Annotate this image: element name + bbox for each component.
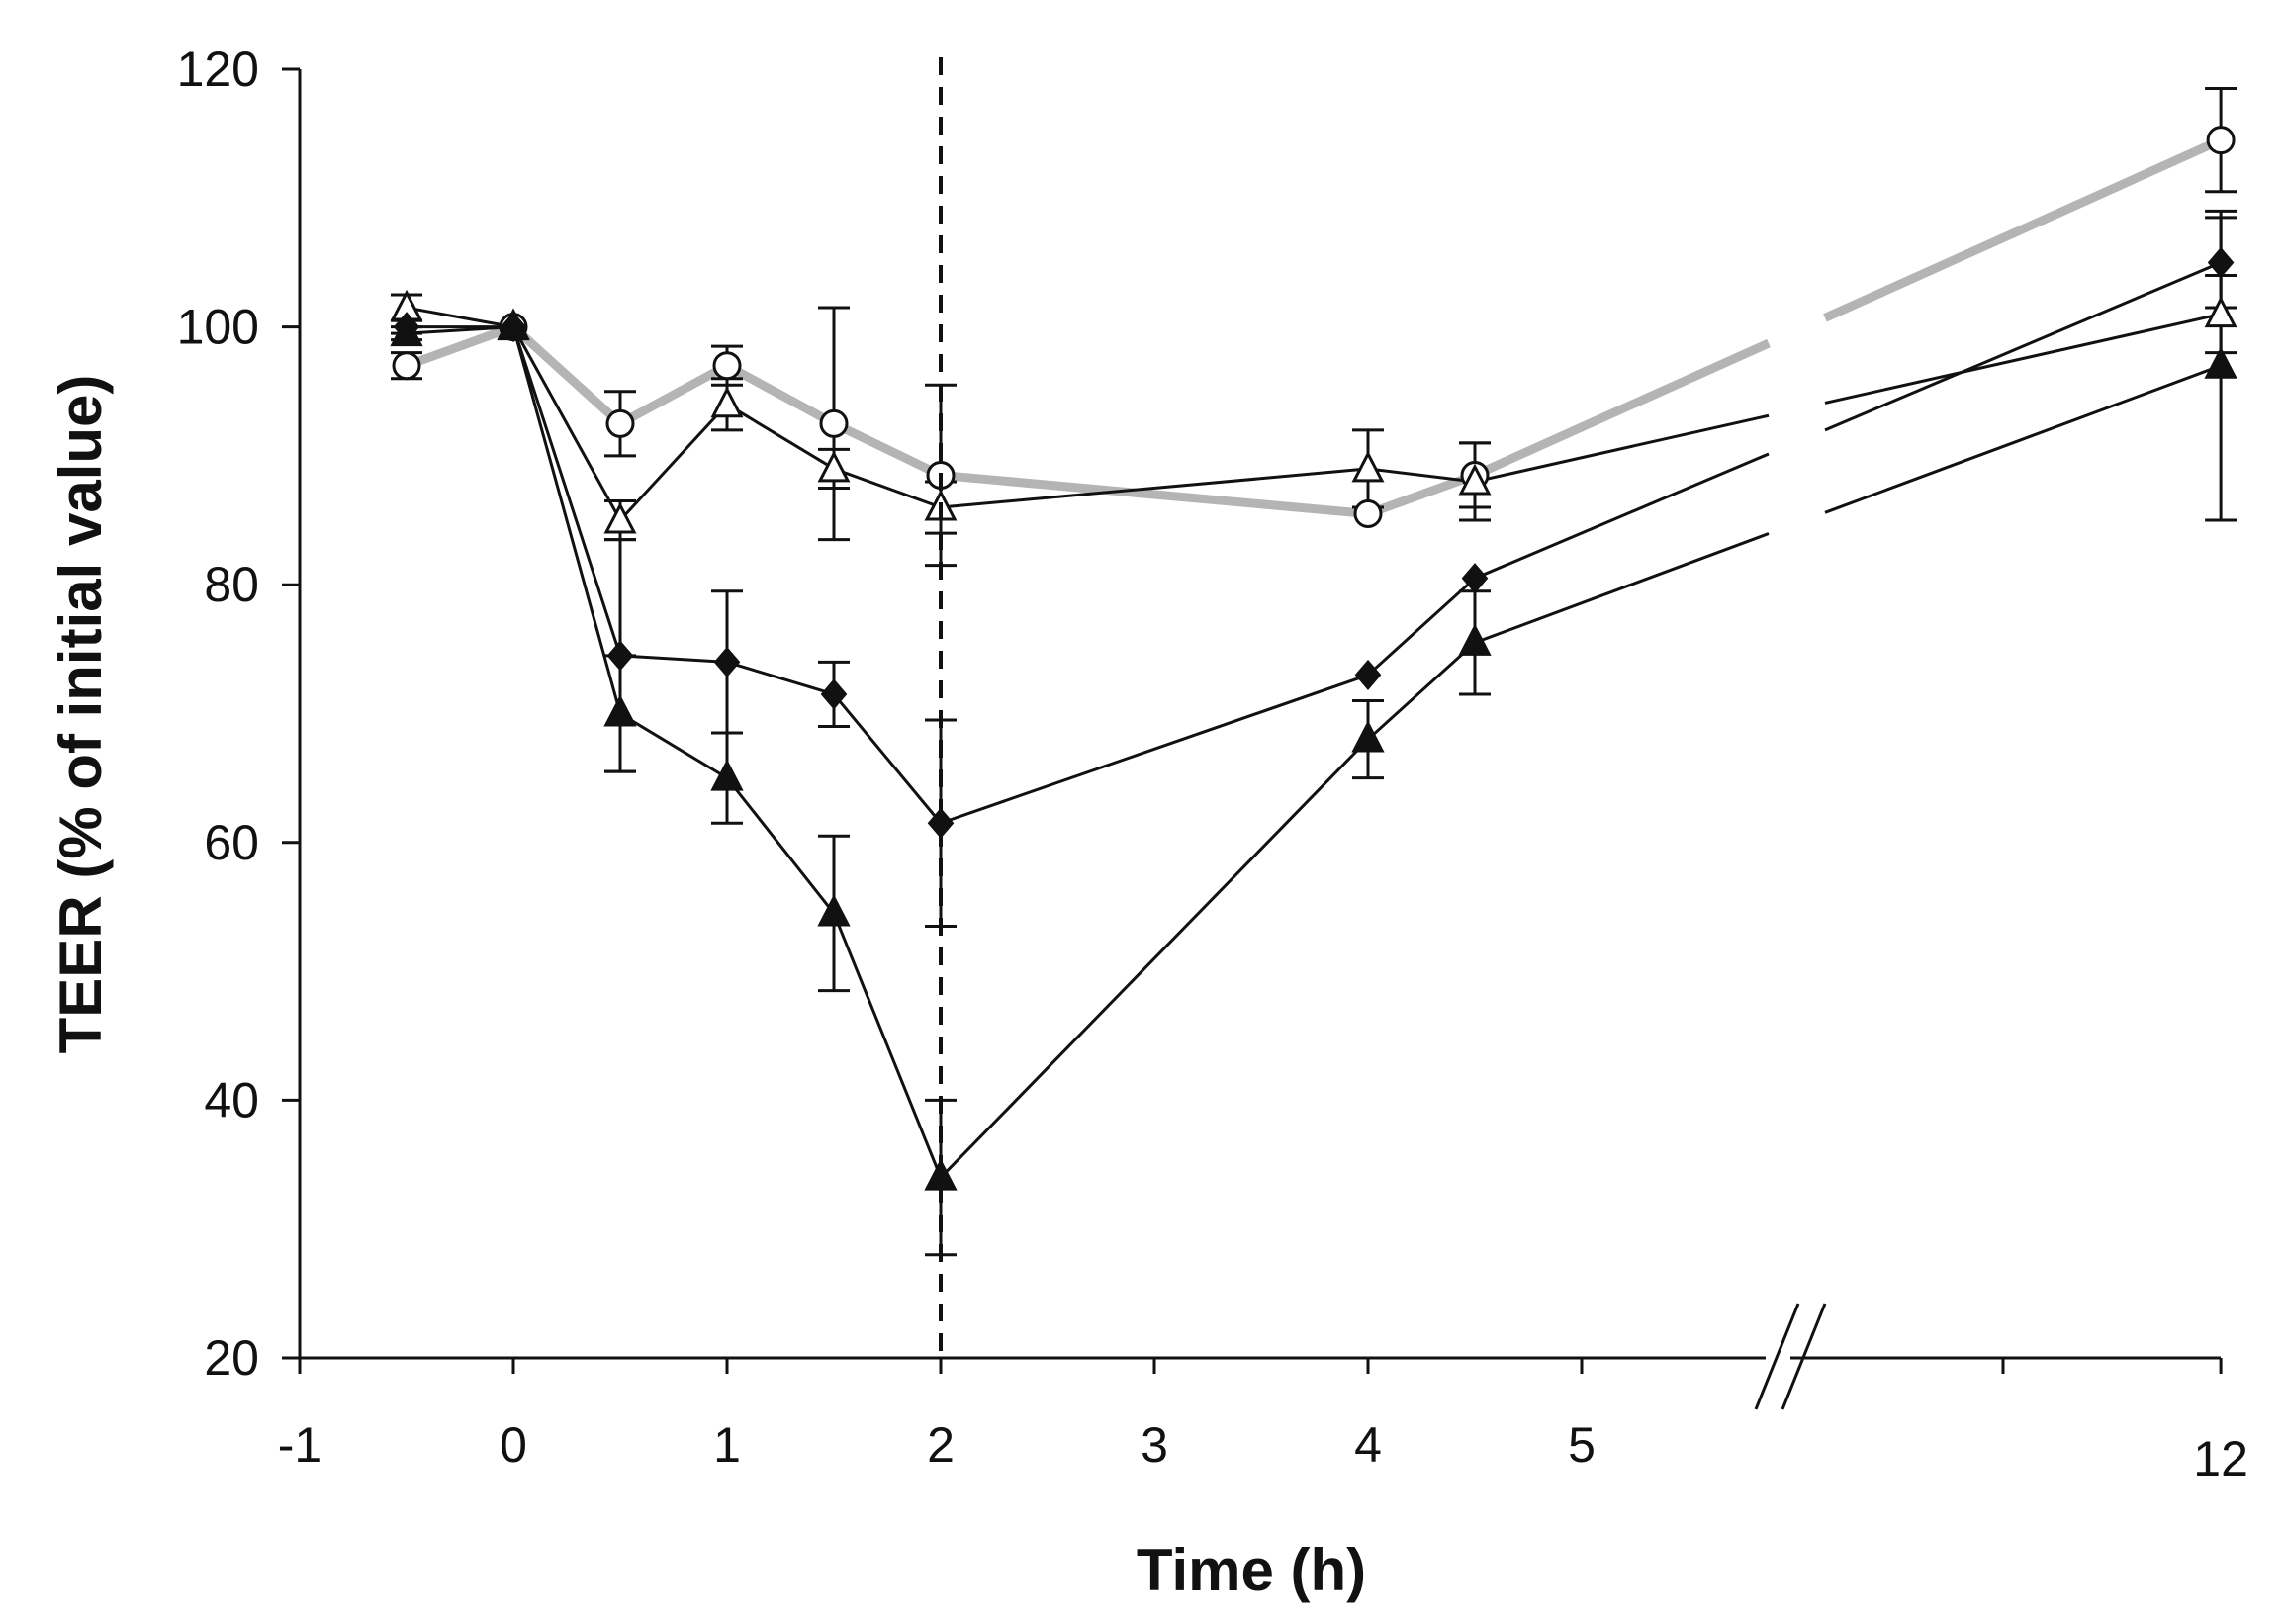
- series-3-segment-5: [939, 738, 1370, 1179]
- series-3-point-4: [817, 894, 851, 927]
- x-tick-label-12: 12: [2193, 1431, 2248, 1487]
- series-2-segment-7a: [1474, 452, 1770, 581]
- y-tick-label-20: 20: [204, 1330, 259, 1386]
- series-3-segment-3: [725, 776, 836, 915]
- error-bars: [391, 87, 2237, 1257]
- x-tick-label-3: 3: [1141, 1417, 1168, 1473]
- series-3-segment-6: [1366, 641, 1477, 741]
- series-3-point-8: [2204, 346, 2237, 379]
- series-2-point-8: [2207, 246, 2235, 278]
- series-1-point-2: [603, 501, 637, 534]
- y-tick-label-120: 120: [177, 42, 259, 97]
- axis-break-slash-1: [1754, 1303, 1800, 1410]
- series-3-segment-7b: [1824, 364, 2222, 514]
- y-tick-label-60: 60: [204, 815, 259, 870]
- series-3-point-0: [390, 314, 423, 347]
- y-axis-title: TEER (% of initial value): [47, 375, 114, 1054]
- series-3-segment-4: [832, 912, 943, 1179]
- series-1-segment-1: [511, 325, 622, 521]
- series-0-segment-2: [617, 361, 730, 428]
- y-tick-label-100: 100: [177, 300, 259, 355]
- series-2-point-3: [713, 646, 741, 677]
- x-tick-label-5: 5: [1568, 1417, 1596, 1473]
- series-0-point-3: [712, 351, 742, 381]
- series-2-point-2: [606, 640, 634, 672]
- series-1-segment-6: [1367, 467, 1476, 484]
- series-1-segment-5: [940, 467, 1369, 509]
- x-axis-title: Time (h): [1137, 1537, 1366, 1603]
- series-2-segment-2: [619, 654, 728, 664]
- x-tick-label--1: -1: [278, 1417, 321, 1473]
- series-2-segment-4: [832, 692, 943, 825]
- data-markers: [390, 126, 2237, 1191]
- x-tick-label-4: 4: [1354, 1417, 1382, 1473]
- axes: [282, 67, 2223, 1410]
- series-3-segment-2: [619, 712, 728, 779]
- series-1-segment-0: [406, 306, 514, 329]
- series-0-point-8: [2206, 126, 2236, 155]
- series-3-segment-1: [511, 326, 622, 714]
- series-lines: [405, 135, 2223, 1179]
- series-2-segment-7b: [1824, 261, 2222, 432]
- series-0-segment-0: [405, 322, 515, 370]
- axis-break-slash-2: [1781, 1303, 1827, 1410]
- series-3-point-6: [1351, 720, 1385, 753]
- series-0-segment-1: [509, 323, 624, 427]
- x-tick-label-1: 1: [713, 1417, 741, 1473]
- series-3-point-1: [497, 308, 530, 340]
- series-0-segment-6: [1366, 471, 1477, 518]
- series-2-point-6: [1354, 659, 1382, 690]
- series-1-segment-2: [618, 403, 729, 522]
- series-3-point-7: [1458, 623, 1492, 656]
- x-tick-label-0: 0: [500, 1417, 527, 1473]
- series-0-point-4: [819, 408, 849, 438]
- series-1-segment-4: [833, 467, 942, 509]
- series-0-segment-7b: [1823, 135, 2223, 322]
- series-1-point-7: [1458, 463, 1492, 496]
- series-0-segment-4: [832, 419, 943, 480]
- series-1-point-8: [2204, 296, 2237, 328]
- series-1-segment-3: [726, 403, 835, 471]
- series-0-segment-3: [724, 361, 837, 428]
- y-tick-label-40: 40: [204, 1072, 259, 1128]
- series-2-segment-5: [940, 673, 1369, 825]
- series-0-segment-7a: [1473, 338, 1771, 480]
- series-0-segment-5: [940, 470, 1369, 519]
- series-0-point-2: [605, 408, 635, 438]
- series-2-point-7: [1461, 563, 1489, 594]
- series-3-point-2: [603, 694, 637, 727]
- series-0-point-6: [1353, 499, 1383, 529]
- series-3-point-3: [710, 759, 744, 791]
- series-1-point-6: [1351, 450, 1385, 483]
- series-2-segment-1: [511, 326, 622, 657]
- series-1-point-4: [817, 450, 851, 483]
- series-1-segment-7b: [1824, 313, 2222, 405]
- series-2-segment-6: [1366, 577, 1477, 677]
- y-tick-label-80: 80: [204, 557, 259, 612]
- series-3-segment-0: [406, 325, 514, 335]
- series-3-segment-7a: [1474, 532, 1770, 645]
- series-1-point-3: [710, 386, 744, 418]
- series-2-segment-3: [726, 660, 835, 696]
- series-1-segment-7a: [1474, 413, 1770, 484]
- x-tick-label-2: 2: [927, 1417, 955, 1473]
- series-0-point-0: [392, 351, 421, 381]
- series-2-point-4: [820, 678, 848, 710]
